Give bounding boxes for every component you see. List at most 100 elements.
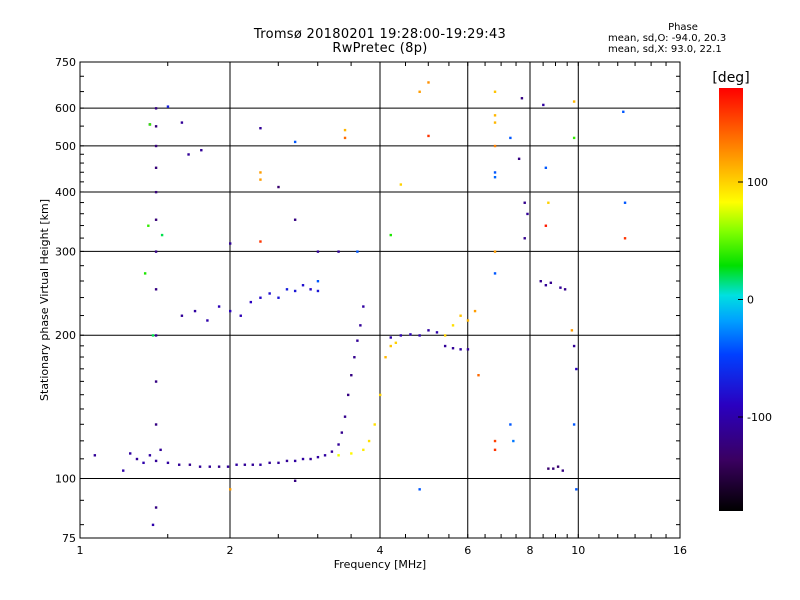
- data-point: [572, 344, 576, 348]
- data-point: [154, 380, 158, 383]
- data-point: [251, 463, 254, 466]
- data-point: [384, 356, 387, 359]
- data-point: [226, 465, 230, 468]
- data-point: [206, 319, 209, 322]
- data-point: [356, 250, 359, 253]
- data-point: [389, 336, 392, 339]
- data-point: [509, 136, 512, 140]
- data-point: [544, 224, 548, 227]
- data-point: [337, 443, 340, 446]
- data-point: [277, 296, 280, 299]
- data-point: [160, 233, 164, 237]
- data-point: [337, 250, 340, 253]
- data-point: [337, 454, 340, 457]
- x-tick-label: 4: [377, 544, 384, 557]
- colorbar-tick-label: 0: [747, 294, 754, 307]
- data-point: [316, 289, 320, 293]
- data-point: [154, 166, 158, 169]
- data-point: [539, 280, 542, 283]
- colorbar-tick-label: -100: [747, 411, 772, 424]
- y-tick-label: 200: [55, 329, 76, 342]
- data-point: [362, 305, 365, 308]
- y-tick-label: 600: [55, 102, 76, 115]
- data-point: [309, 288, 312, 291]
- data-point: [268, 461, 271, 465]
- data-point: [572, 423, 576, 426]
- data-point: [451, 347, 455, 350]
- data-point: [316, 250, 320, 253]
- x-axis-ticks: 1 2 4 6 8 10 16: [77, 62, 687, 557]
- data-point: [367, 439, 371, 443]
- y-tick-label: 500: [55, 140, 76, 153]
- data-point: [229, 242, 232, 245]
- x-tick-label: 10: [571, 544, 585, 557]
- data-point: [235, 463, 238, 466]
- data-point: [493, 90, 497, 93]
- data-point: [147, 224, 150, 227]
- data-point: [154, 144, 158, 148]
- data-point: [493, 272, 497, 275]
- data-point: [493, 439, 497, 443]
- y-tick-label: 750: [55, 56, 76, 69]
- data-point: [520, 97, 524, 100]
- data-point: [418, 488, 421, 491]
- data-point: [549, 281, 553, 284]
- data-point: [493, 114, 497, 117]
- data-point: [143, 272, 147, 275]
- data-point: [379, 393, 382, 397]
- colorbar-ticks: 100 0 -100: [738, 176, 772, 424]
- data-point: [330, 450, 334, 453]
- data-point: [259, 127, 262, 130]
- grid-lines: [80, 62, 680, 538]
- data-point: [473, 309, 477, 313]
- data-point: [343, 136, 347, 140]
- data-point: [526, 212, 529, 216]
- data-point: [552, 467, 555, 470]
- data-point: [154, 250, 158, 253]
- data-point: [166, 461, 170, 465]
- data-point: [493, 175, 497, 179]
- data-point: [435, 331, 439, 334]
- data-point: [542, 103, 545, 107]
- data-point: [399, 334, 403, 337]
- data-point: [166, 105, 170, 108]
- data-point: [350, 452, 353, 455]
- data-point: [346, 393, 350, 397]
- data-point: [523, 237, 526, 240]
- data-point: [268, 292, 271, 295]
- data-point: [293, 459, 297, 463]
- data-point: [399, 183, 403, 186]
- data-point: [394, 341, 398, 345]
- y-axis-label: Stationary phase Virtual Height [km]: [38, 199, 51, 401]
- data-point: [154, 334, 158, 337]
- data-point: [285, 288, 289, 291]
- data-point: [154, 190, 158, 194]
- data-point: [547, 201, 550, 204]
- data-point: [154, 288, 158, 291]
- data-point: [517, 157, 521, 161]
- data-point: [512, 439, 515, 443]
- data-point: [493, 448, 497, 452]
- data-point: [427, 329, 430, 332]
- data-point: [135, 457, 139, 461]
- data-point: [188, 463, 192, 466]
- data-point: [493, 250, 497, 253]
- data-point: [343, 415, 347, 418]
- data-point: [466, 319, 470, 322]
- data-point: [323, 454, 327, 457]
- data-point: [356, 339, 359, 342]
- data-point: [259, 171, 262, 174]
- y-axis-ticks: 75 100 200 300 400 500 600 750: [55, 56, 680, 545]
- data-point: [427, 134, 430, 138]
- data-point: [293, 479, 297, 483]
- data-point: [509, 423, 512, 426]
- data-point: [477, 374, 480, 377]
- data-point: [373, 423, 376, 426]
- data-point: [259, 463, 262, 466]
- x-tick-label: 8: [527, 544, 534, 557]
- chart-title: Tromsø 20180201 19:28:00-19:29:43: [253, 27, 507, 42]
- data-point: [301, 457, 305, 461]
- x-tick-label: 16: [673, 544, 687, 557]
- data-point: [544, 284, 548, 287]
